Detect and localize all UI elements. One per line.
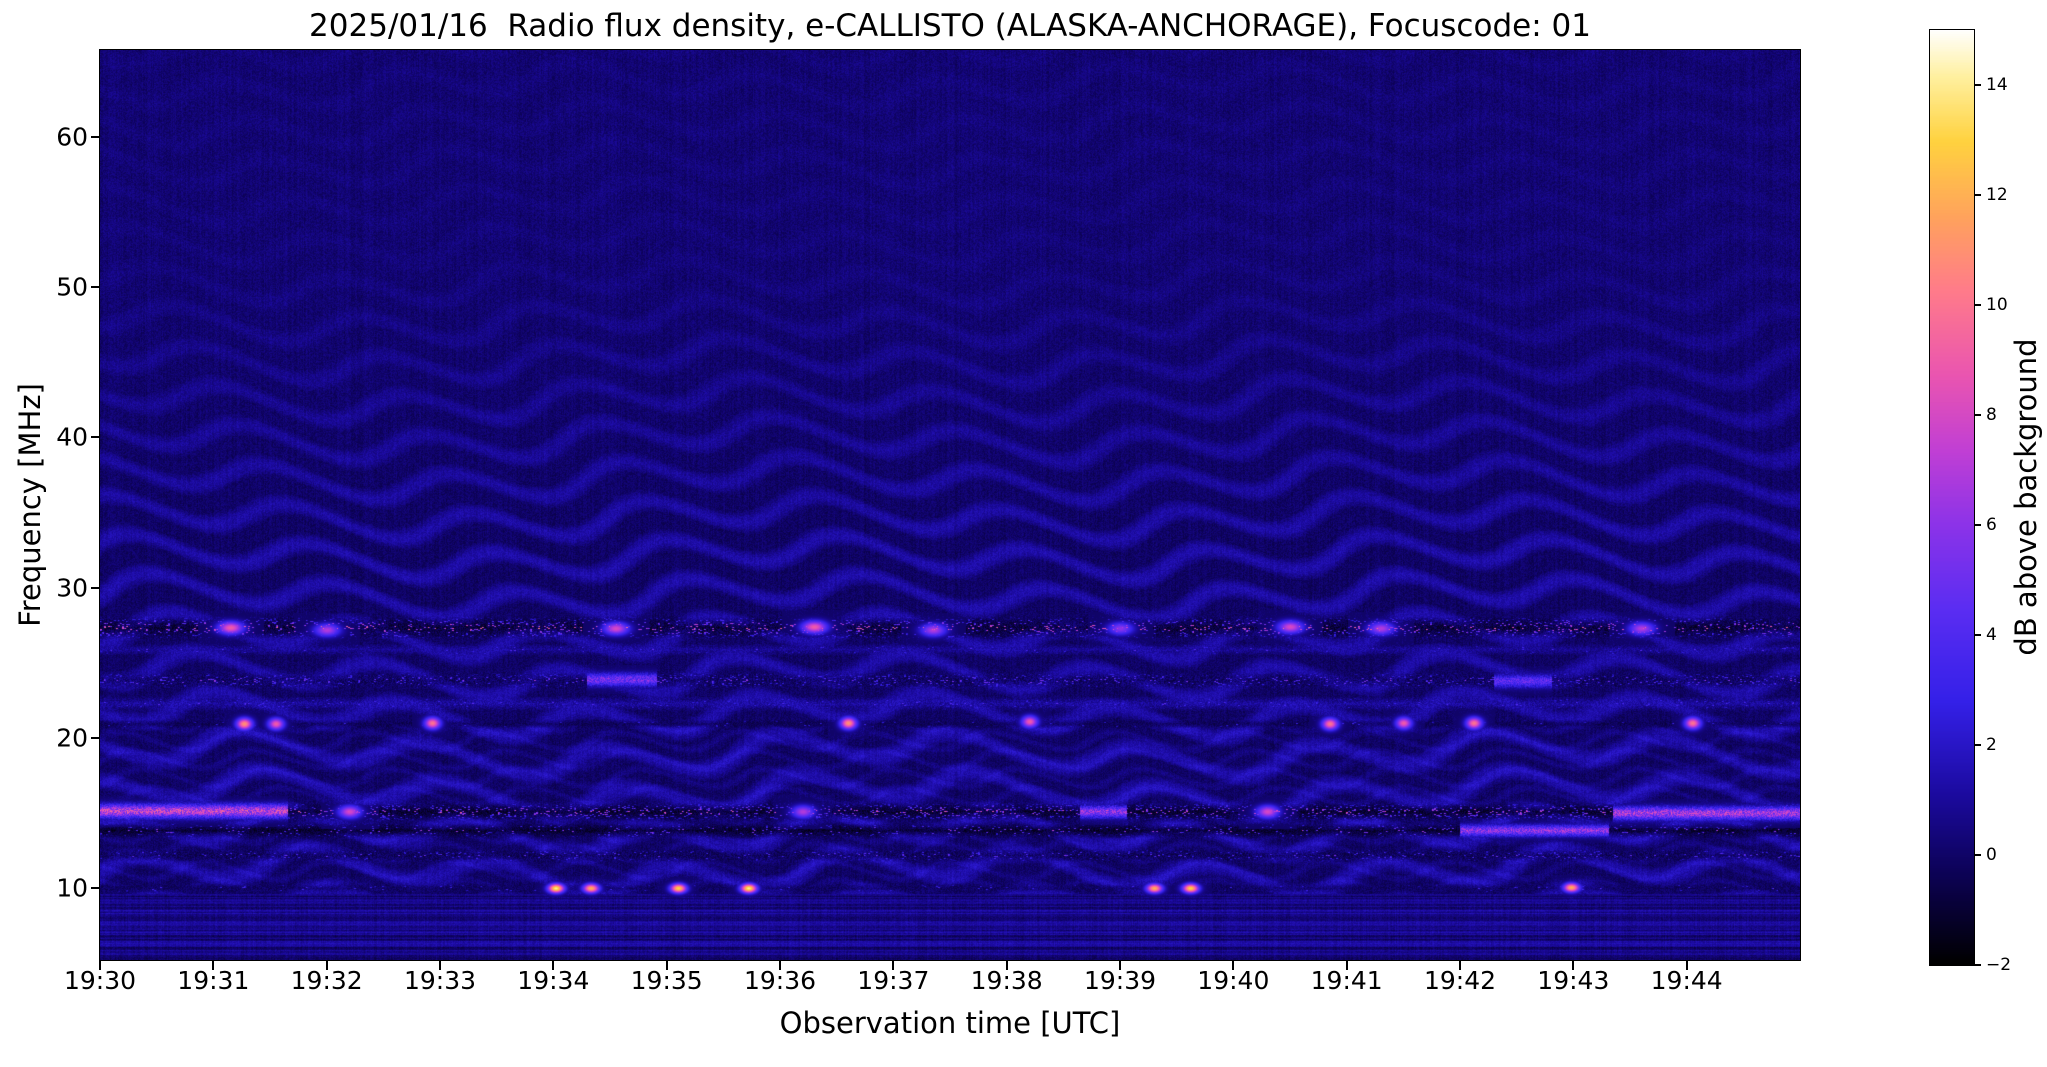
x-tick-mark: [892, 961, 895, 970]
x-tick-label: 19:36: [743, 966, 817, 995]
x-tick-mark: [325, 961, 328, 970]
colorbar-tick-label: −2: [1986, 955, 2012, 975]
colorbar-gradient: [1930, 30, 1974, 965]
y-tick-mark: [91, 286, 100, 289]
colorbar-tick-label: 6: [1986, 515, 1997, 535]
chart-title: 2025/01/16 Radio flux density, e-CALLIST…: [309, 8, 1591, 44]
x-tick-mark: [212, 961, 215, 970]
y-tick-label: 50: [56, 272, 88, 302]
colorbar-tick-label: 0: [1986, 845, 1997, 865]
y-tick-label: 40: [56, 422, 88, 452]
colorbar-label: dB above background: [2009, 338, 2043, 656]
x-tick-mark: [665, 961, 668, 970]
x-tick-label: 19:43: [1537, 966, 1610, 995]
x-tick-mark: [1119, 961, 1121, 970]
colorbar-tick-mark: [1975, 304, 1981, 306]
x-tick-mark: [1345, 961, 1348, 970]
colorbar-tick-label: 10: [1986, 295, 2008, 315]
plot-area: [99, 49, 1801, 961]
x-tick-mark: [779, 961, 781, 970]
y-tick-mark: [91, 436, 100, 439]
colorbar-tick-label: 12: [1986, 185, 2008, 205]
colorbar-tick-label: 2: [1986, 735, 1997, 755]
x-tick-mark: [1232, 961, 1235, 970]
y-tick-label: 10: [56, 873, 88, 903]
y-tick-label: 30: [56, 573, 88, 603]
y-tick-mark: [91, 586, 100, 589]
x-tick-label: 19:38: [970, 966, 1043, 995]
x-tick-mark: [1572, 961, 1575, 970]
x-tick-label: 19:33: [403, 966, 477, 995]
colorbar-tick-label: 14: [1986, 75, 2008, 95]
colorbar-tick-mark: [1975, 524, 1981, 526]
x-tick-label: 19:42: [1423, 966, 1497, 995]
spectrogram-heatmap: [100, 50, 1800, 960]
colorbar-tick-mark: [1975, 964, 1981, 966]
x-tick-label: 19:44: [1650, 966, 1723, 995]
x-tick-label: 19:32: [290, 966, 363, 995]
x-tick-label: 19:40: [1197, 966, 1270, 995]
x-tick-label: 19:37: [857, 966, 930, 995]
x-tick-mark: [439, 961, 441, 970]
colorbar-tick-mark: [1975, 84, 1981, 86]
colorbar-tick-mark: [1975, 634, 1981, 636]
colorbar-tick-mark: [1975, 854, 1981, 856]
x-tick-mark: [1459, 961, 1461, 970]
y-tick-mark: [91, 736, 100, 739]
x-tick-mark: [99, 961, 101, 970]
x-tick-label: 19:41: [1310, 966, 1383, 995]
x-tick-label: 19:31: [177, 966, 250, 995]
colorbar-tick-label: 8: [1986, 405, 1997, 425]
x-tick-mark: [552, 961, 555, 970]
y-tick-label: 60: [56, 122, 88, 152]
colorbar-tick-label: 4: [1986, 625, 1997, 645]
x-tick-label: 19:35: [630, 966, 703, 995]
colorbar: [1929, 29, 1975, 966]
colorbar-tick-mark: [1975, 414, 1981, 416]
x-tick-mark: [1685, 961, 1688, 970]
y-tick-mark: [91, 886, 100, 889]
y-tick-label: 20: [56, 723, 88, 753]
colorbar-tick-mark: [1975, 194, 1981, 196]
y-tick-mark: [91, 136, 100, 139]
x-tick-label: 19:39: [1083, 966, 1157, 995]
x-tick-mark: [1005, 961, 1008, 970]
x-axis-label: Observation time [UTC]: [779, 1006, 1121, 1040]
x-tick-label: 19:30: [63, 966, 137, 995]
colorbar-tick-mark: [1975, 744, 1981, 746]
x-tick-label: 19:34: [517, 966, 590, 995]
